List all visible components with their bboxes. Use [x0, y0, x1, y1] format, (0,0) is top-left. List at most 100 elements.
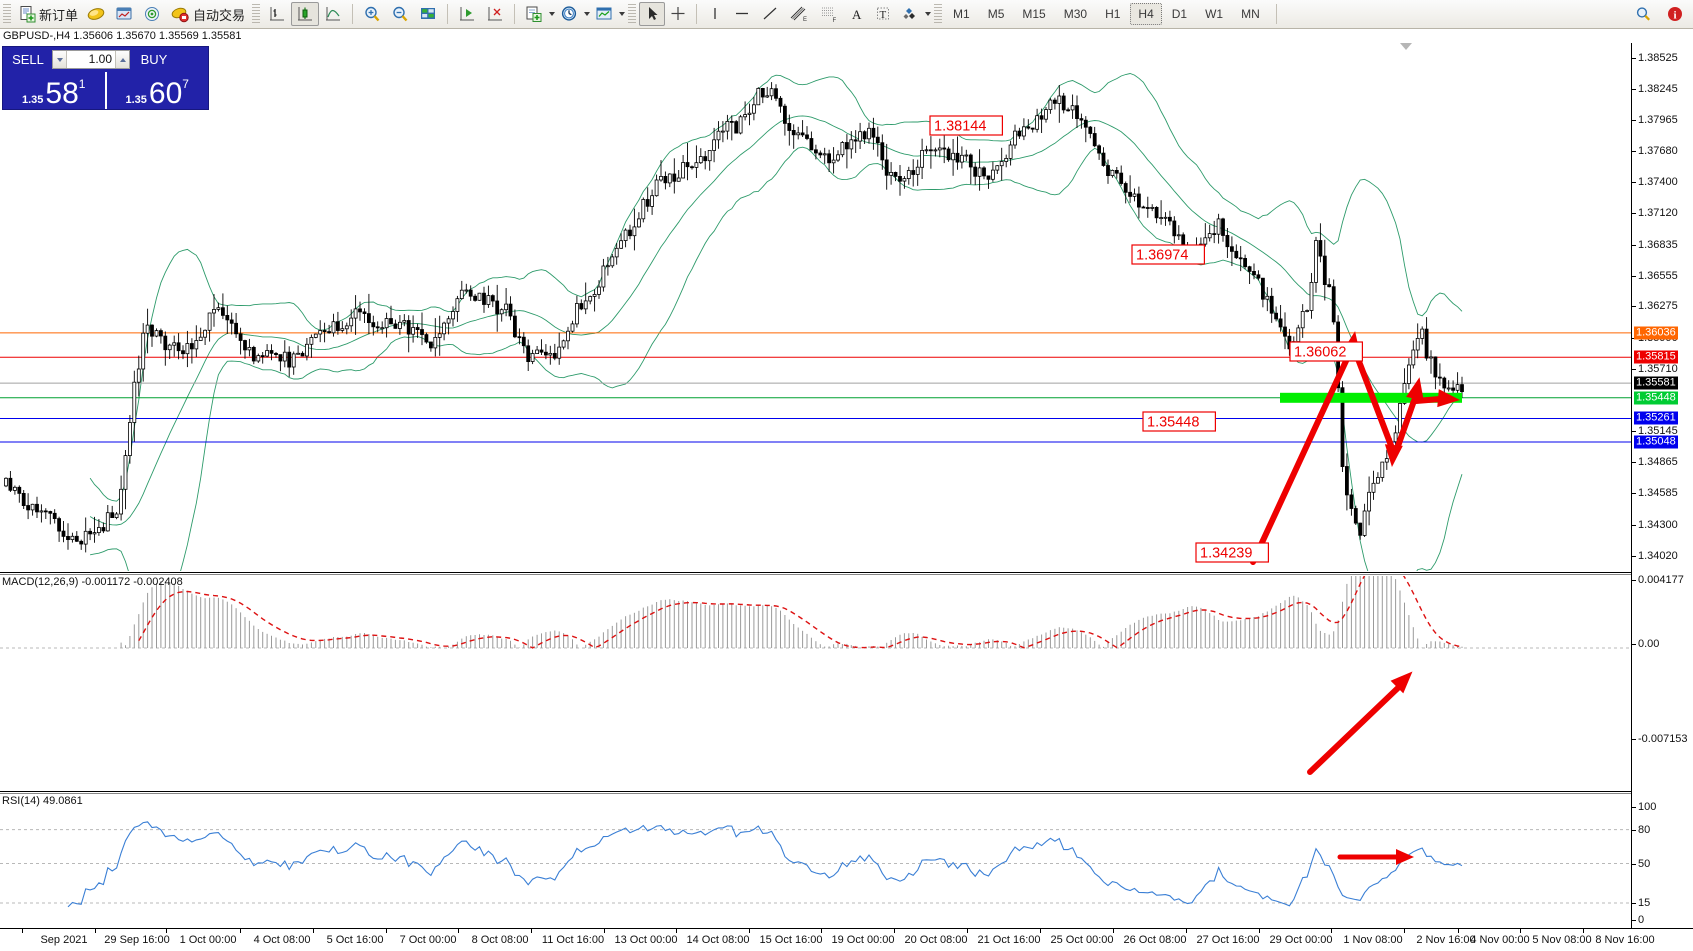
timeframe-w1-button[interactable]: W1	[1205, 7, 1224, 21]
cursor-button[interactable]	[639, 2, 666, 26]
price-pane[interactable]: 1.38144 1.36974 1.36062 1.35448 1.34239	[0, 43, 1631, 571]
period-dropdown-caret[interactable]	[584, 12, 591, 16]
sell-price-button[interactable]: 1.35 58 1	[3, 72, 105, 109]
axis-label: 1.38525	[1638, 51, 1678, 64]
toolbar-grip-3[interactable]	[628, 4, 637, 24]
trendline-button[interactable]	[756, 2, 784, 26]
fibonacci-button[interactable]: F	[814, 2, 844, 26]
shapes-dropdown-caret[interactable]	[925, 12, 932, 16]
one-click-trading-panel[interactable]: SELL 1.00 BUY 1.35 58 1 1.35 60 7	[2, 46, 209, 110]
annotation-1-38144[interactable]: 1.38144	[929, 115, 1004, 136]
last-price[interactable]: 1.35581	[1634, 376, 1678, 390]
svg-text:1.36974: 1.36974	[1136, 248, 1188, 264]
new-order-button[interactable]: 新订单	[14, 2, 82, 26]
sell-price-prefix: 1.35	[22, 94, 44, 106]
price-axis[interactable]: 1.38525 1.38245 1.37965 1.37680 1.37400 1.371…	[1631, 43, 1693, 928]
autotrade-button[interactable]: 自动交易	[166, 2, 249, 26]
annotation-1-34239[interactable]: 1.34239	[1195, 542, 1270, 563]
text-label-button[interactable]: T	[870, 2, 896, 26]
toolbar-grip-2[interactable]	[252, 4, 261, 24]
time-label: 20 Oct 08:00	[904, 934, 968, 946]
fibonacci-icon: F	[822, 7, 837, 23]
templates-button[interactable]	[520, 2, 548, 26]
timeframe-mn-button[interactable]: MN	[1241, 7, 1260, 21]
zoom-out-button[interactable]	[386, 2, 414, 26]
timeframe-h1-button[interactable]: H1	[1105, 7, 1121, 21]
text-icon: A	[852, 7, 862, 22]
time-axis[interactable]: Sep 2021 29 Sep 16:00 1 Oct 00:00 4 Oct 08:…	[0, 928, 1693, 951]
buy-price-big: 60	[148, 77, 183, 110]
navigator-button[interactable]	[138, 2, 166, 26]
timeframe-d1-button[interactable]: D1	[1171, 7, 1188, 21]
vline-icon	[714, 8, 716, 19]
axis-tick	[1632, 182, 1636, 184]
support-level-green[interactable]: 1.35448	[1634, 391, 1678, 405]
new-order-label: 新订单	[39, 7, 79, 23]
axis-label: 1.37120	[1638, 207, 1678, 220]
line-chart-button[interactable]	[319, 2, 347, 26]
grid-button[interactable]	[414, 2, 442, 26]
chart-area[interactable]: 1.38144 1.36974 1.36062 1.35448 1.34239 MACD…	[0, 43, 1693, 928]
time-label: 5 Nov 08:00	[1532, 934, 1592, 946]
indicators-button[interactable]	[590, 2, 618, 26]
data-window-button[interactable]	[110, 2, 138, 26]
timeframe-m30-button[interactable]: M30	[1063, 7, 1088, 21]
time-tick	[676, 929, 677, 933]
resistance-level-orange[interactable]: 1.36036	[1634, 326, 1678, 340]
timeframe-m15-button[interactable]: M15	[1022, 7, 1046, 21]
timeframe-m1-button[interactable]: M1	[953, 7, 970, 21]
crosshair-button[interactable]	[665, 2, 691, 26]
toolbar-grip[interactable]	[3, 4, 11, 24]
text-button[interactable]: A	[844, 2, 870, 26]
timeframe-m5-button[interactable]: M5	[987, 7, 1005, 21]
equidistant-channel-button[interactable]: E	[784, 2, 814, 26]
resistance-level-red[interactable]: 1.35815	[1634, 350, 1678, 364]
macd-title: MACD(12,26,9) -0.001172 -0.002408	[2, 576, 183, 588]
period-button[interactable]	[555, 2, 583, 26]
sell-label[interactable]: SELL	[6, 52, 50, 67]
rsi-pane[interactable]: RSI(14) 49.0861	[0, 795, 1631, 928]
macd-pane[interactable]: MACD(12,26,9) -0.001172 -0.002408	[0, 576, 1631, 790]
shift-icon	[460, 7, 475, 21]
bar-chart-button[interactable]	[263, 2, 291, 26]
shapes-button[interactable]	[896, 2, 924, 26]
buy-price-button[interactable]: 1.35 60 7	[104, 72, 209, 110]
main-toolbar: 新订单 自动交易	[0, 0, 1693, 29]
annotation-1-36974[interactable]: 1.36974	[1131, 244, 1206, 265]
volume-value[interactable]: 1.00	[88, 52, 112, 66]
support-level-blue-1[interactable]: 1.35261	[1634, 411, 1678, 425]
crosshair-icon	[671, 7, 685, 20]
timeframe-h4-button[interactable]: H4	[1130, 3, 1162, 25]
vertical-line-button[interactable]	[702, 2, 728, 26]
buy-label[interactable]: BUY	[132, 52, 176, 67]
svg-text:T: T	[880, 9, 887, 21]
equidistant-icon: E	[790, 6, 807, 23]
indicators-dropdown-caret[interactable]	[619, 12, 626, 16]
annotation-1-35448[interactable]: 1.35448	[1142, 411, 1217, 432]
annotation-1-36062[interactable]: 1.36062	[1289, 341, 1364, 362]
zoom-in-button[interactable]	[358, 2, 386, 26]
search-button[interactable]	[1630, 2, 1656, 26]
volume-stepper[interactable]: 1.00	[52, 50, 130, 69]
expert-advisors-button[interactable]	[82, 2, 110, 26]
time-label: 27 Oct 16:00	[1196, 934, 1260, 946]
svg-text:E: E	[803, 17, 807, 23]
templates-dropdown-caret[interactable]	[549, 12, 556, 16]
horizontal-line-button[interactable]	[728, 2, 756, 26]
time-tick	[313, 929, 314, 933]
chart-shift-button[interactable]	[453, 2, 481, 26]
volume-decrement-button[interactable]	[53, 51, 67, 68]
time-label: 29 Oct 00:00	[1269, 934, 1333, 946]
candle-chart-button[interactable]	[291, 2, 320, 26]
volume-increment-button[interactable]	[115, 51, 129, 68]
help-button[interactable]: i	[1662, 2, 1688, 26]
zoom-out-icon	[393, 6, 408, 22]
time-label: 4 Nov 00:00	[1470, 934, 1530, 946]
expert-advisors-icon	[87, 8, 105, 20]
time-tick	[95, 929, 96, 933]
time-label: 11 Oct 16:00	[541, 934, 605, 946]
axis-tick	[1632, 555, 1636, 557]
auto-scroll-button[interactable]	[481, 2, 509, 26]
support-level-blue-2[interactable]: 1.35048	[1634, 435, 1678, 449]
toolbar-grip-4[interactable]	[934, 4, 943, 24]
